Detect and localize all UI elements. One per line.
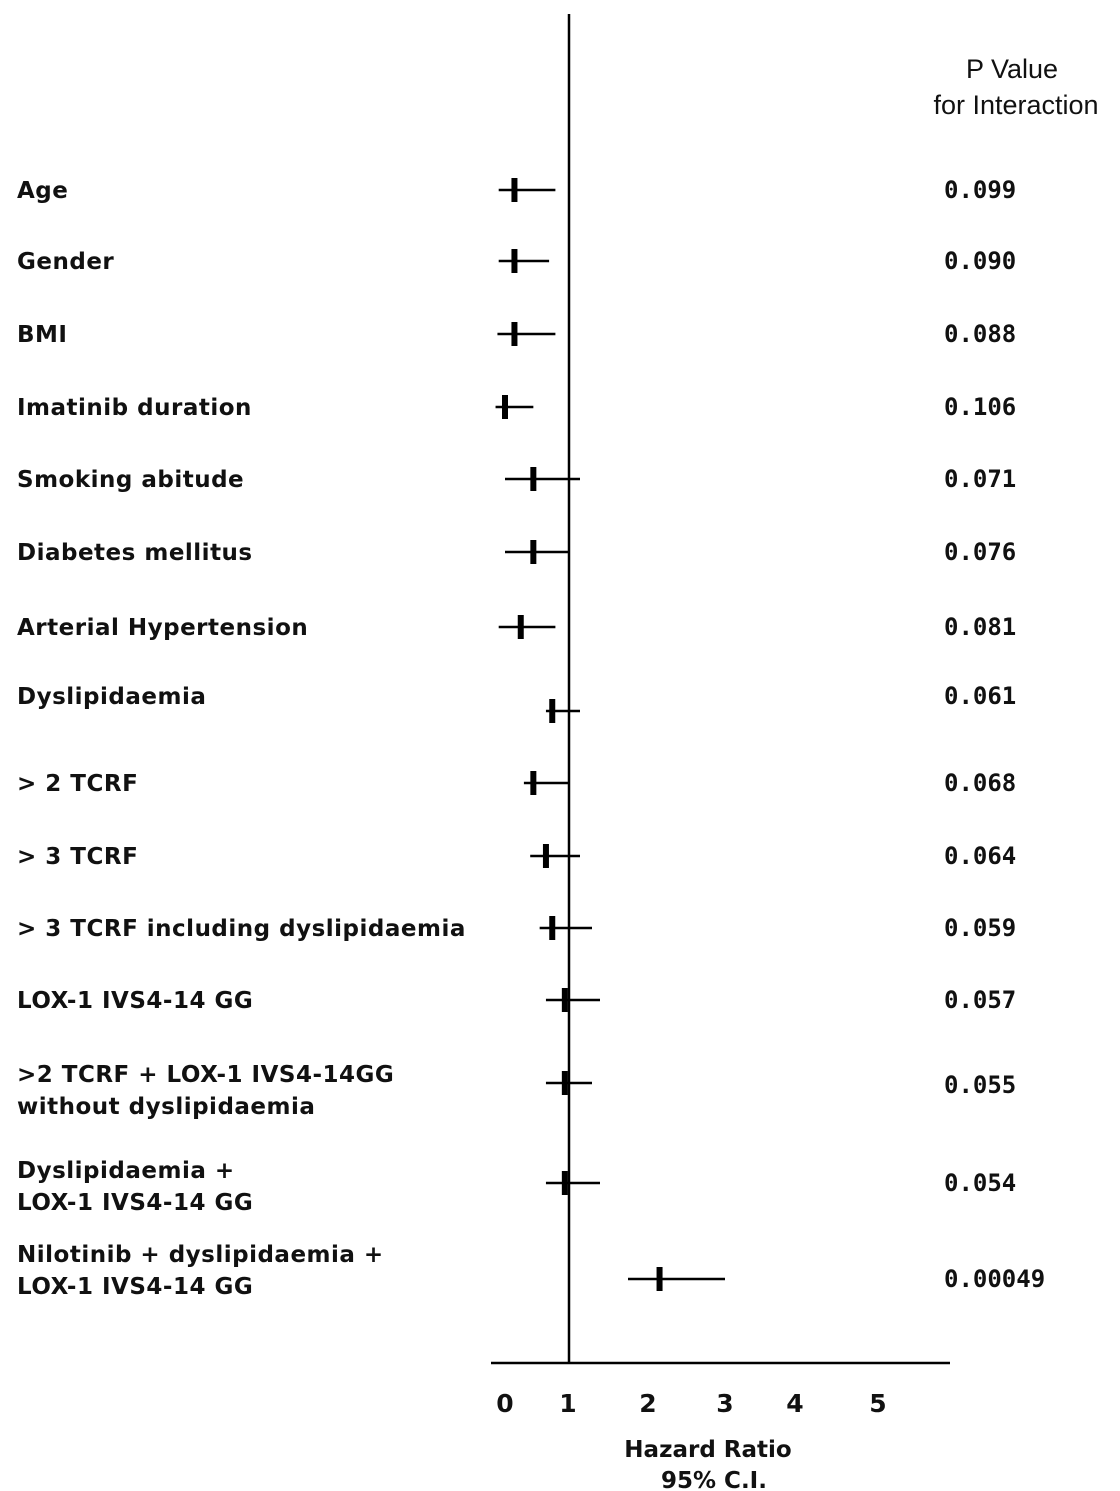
p-value: 0.081 xyxy=(944,613,1016,641)
forest-row: LOX-1 IVS4-14 GG 0.057 xyxy=(17,986,1016,1014)
row-label: Age xyxy=(17,178,68,204)
row-label: Dyslipidaemia xyxy=(17,684,206,710)
point-estimate-marker xyxy=(530,771,537,795)
forest-row: Dyslipidaemia + LOX-1 IVS4-14 GG 0.054 xyxy=(17,1158,1016,1216)
p-value: 0.090 xyxy=(944,247,1016,275)
row-label: LOX-1 IVS4-14 GG xyxy=(17,988,253,1014)
forest-row: > 3 TCRF 0.064 xyxy=(17,842,1016,870)
forest-row: > 2 TCRF 0.068 xyxy=(17,769,1016,797)
forest-row: Diabetes mellitus 0.076 xyxy=(17,538,1016,566)
p-value-header: P Value for Interaction xyxy=(933,54,1098,120)
forest-row: Age 0.099 xyxy=(17,176,1016,204)
p-value: 0.099 xyxy=(944,176,1016,204)
row-label: Imatinib duration xyxy=(17,395,252,421)
p-value: 0.061 xyxy=(944,682,1016,710)
point-estimate-marker xyxy=(530,540,537,564)
point-estimate-marker xyxy=(511,322,518,346)
p-value: 0.071 xyxy=(944,465,1016,493)
p-value: 0.088 xyxy=(944,320,1016,348)
forest-row: > 3 TCRF including dyslipidaemia 0.059 xyxy=(17,914,1016,942)
row-label: Smoking abitude xyxy=(17,467,244,493)
p-value: 0.059 xyxy=(944,914,1016,942)
row-label: LOX-1 IVS4-14 GG xyxy=(17,1274,253,1300)
p-value: 0.00049 xyxy=(944,1265,1045,1293)
row-label: without dyslipidaemia xyxy=(17,1094,315,1120)
row-label: Dyslipidaemia + xyxy=(17,1158,235,1184)
p-value-header-line1: P Value xyxy=(966,54,1058,84)
point-estimate-marker xyxy=(502,395,508,419)
x-tick-label: 4 xyxy=(786,1389,803,1418)
forest-row: Gender 0.090 xyxy=(17,247,1016,275)
p-value: 0.076 xyxy=(944,538,1016,566)
x-tick-label: 1 xyxy=(559,1389,576,1418)
x-tick-label: 3 xyxy=(716,1389,733,1418)
x-axis: 0 1 2 3 4 5 xyxy=(491,14,950,1418)
row-label: BMI xyxy=(17,322,67,348)
p-value: 0.106 xyxy=(944,393,1016,421)
x-tick-label: 0 xyxy=(496,1389,513,1418)
p-value: 0.055 xyxy=(944,1071,1016,1099)
point-estimate-marker xyxy=(549,916,556,940)
row-label: >2 TCRF + LOX-1 IVS4-14GG xyxy=(17,1062,394,1088)
p-value: 0.057 xyxy=(944,986,1016,1014)
forest-row: >2 TCRF + LOX-1 IVS4-14GG without dyslipi… xyxy=(17,1062,1016,1120)
row-label: > 2 TCRF xyxy=(17,771,138,797)
row-label: Diabetes mellitus xyxy=(17,540,253,566)
row-label: > 3 TCRF including dyslipidaemia xyxy=(17,916,466,942)
p-value: 0.054 xyxy=(944,1169,1016,1197)
point-estimate-marker xyxy=(530,467,537,491)
point-estimate-marker xyxy=(561,988,568,1012)
row-label: Arterial Hypertension xyxy=(17,615,308,641)
forest-row: Smoking abitude 0.071 xyxy=(17,465,1016,493)
x-axis-title: Hazard Ratio 95% C.I. xyxy=(624,1437,791,1491)
forest-row: BMI 0.088 xyxy=(17,320,1016,348)
forest-row: Nilotinib + dyslipidaemia + LOX-1 IVS4-14… xyxy=(17,1242,1045,1300)
forest-row: Imatinib duration 0.106 xyxy=(17,393,1016,421)
forest-row: Arterial Hypertension 0.081 xyxy=(17,613,1016,641)
rows: Age 0.099 Gender 0.090 BMI 0.088 Imatinib dura… xyxy=(17,176,1045,1300)
row-label: > 3 TCRF xyxy=(17,844,138,870)
point-estimate-marker xyxy=(511,178,518,202)
row-label: LOX-1 IVS4-14 GG xyxy=(17,1190,253,1216)
row-label: Gender xyxy=(17,249,114,275)
point-estimate-marker xyxy=(561,1071,568,1095)
row-label: Nilotinib + dyslipidaemia + xyxy=(17,1242,384,1268)
point-estimate-marker xyxy=(561,1171,568,1195)
p-value: 0.068 xyxy=(944,769,1016,797)
p-value-header-line2: for Interaction xyxy=(933,90,1098,120)
x-axis-title-line1: Hazard Ratio xyxy=(624,1437,791,1463)
x-tick-label: 2 xyxy=(639,1389,656,1418)
point-estimate-marker xyxy=(517,615,524,639)
point-estimate-marker xyxy=(511,249,518,273)
forest-row: Dyslipidaemia 0.061 xyxy=(17,682,1016,723)
point-estimate-marker xyxy=(656,1267,663,1291)
x-axis-title-line2: 95% C.I. xyxy=(661,1468,767,1491)
point-estimate-marker xyxy=(542,844,549,868)
x-tick-label: 5 xyxy=(869,1389,886,1418)
p-value: 0.064 xyxy=(944,842,1016,870)
point-estimate-marker xyxy=(549,699,556,723)
